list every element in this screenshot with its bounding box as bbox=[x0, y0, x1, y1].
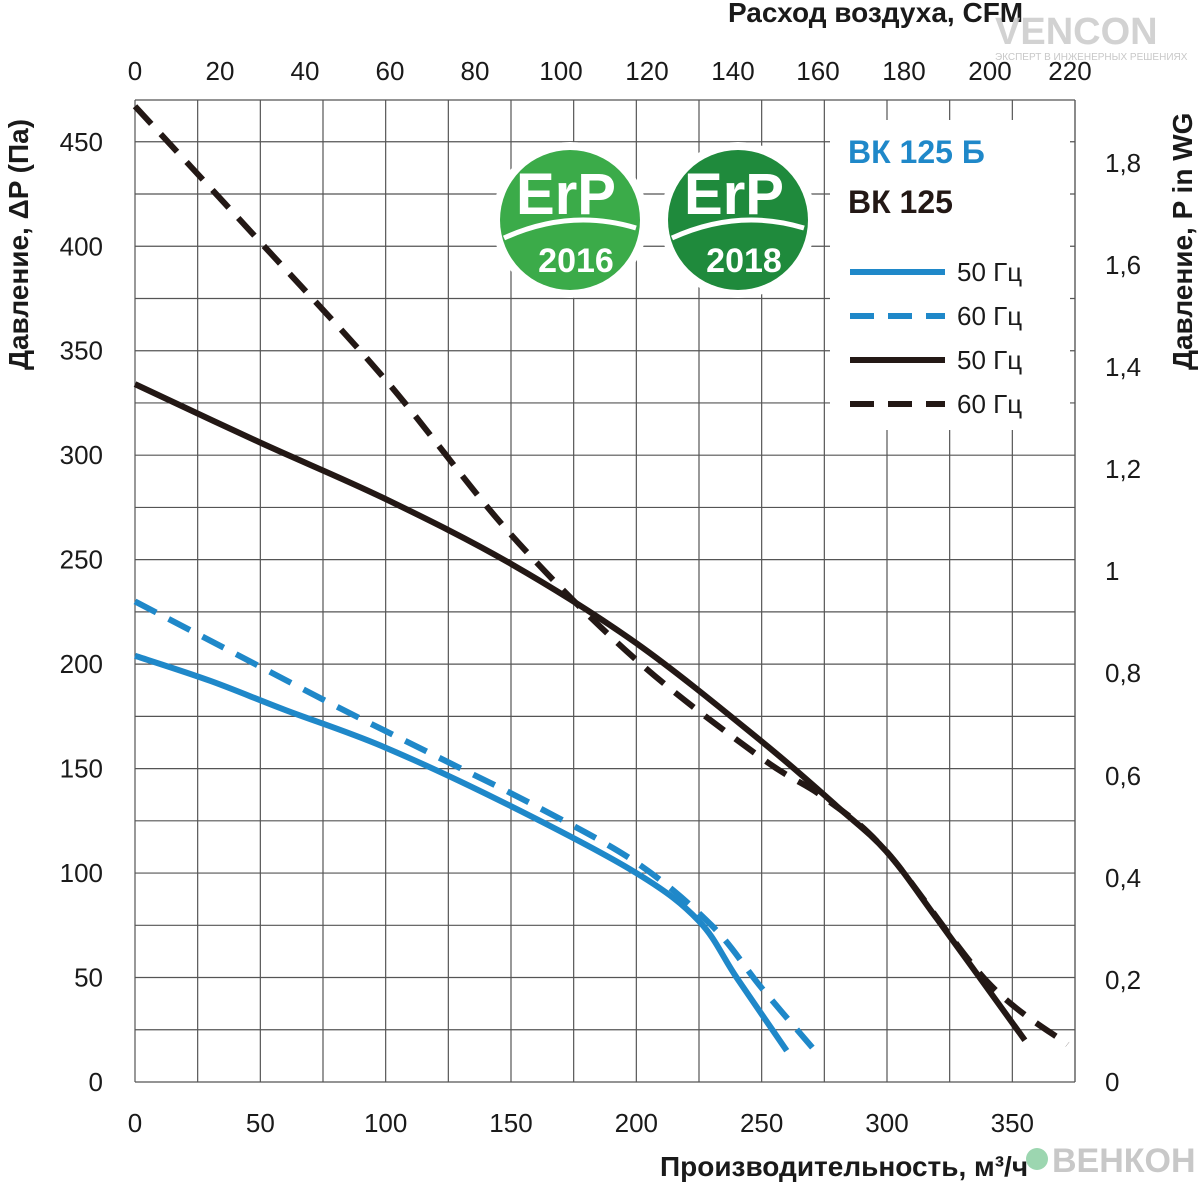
x-top-tick-label: 200 bbox=[968, 56, 1011, 86]
legend-title-bk125b: ВК 125 Б bbox=[848, 134, 985, 170]
x-tick-label: 300 bbox=[865, 1108, 908, 1138]
y-right-tick-label: 1,4 bbox=[1105, 352, 1141, 382]
badge-text: ErP bbox=[516, 162, 616, 227]
erp-badge-2018: ErP 2018 bbox=[660, 142, 816, 298]
x-top-tick-label: 180 bbox=[882, 56, 925, 86]
x-top-tick-label: 160 bbox=[796, 56, 839, 86]
x-top-tick-label: 40 bbox=[291, 56, 320, 86]
y-tick-label: 200 bbox=[60, 649, 103, 679]
x-top-tick-label: 140 bbox=[711, 56, 754, 86]
erp-badges: ErP 2016 ErP 2018 bbox=[492, 142, 816, 298]
y-right-tick-label: 1 bbox=[1105, 556, 1119, 586]
venkon-logo-icon bbox=[1026, 1148, 1048, 1170]
badge-text: ErP bbox=[684, 162, 784, 227]
y-tick-label: 300 bbox=[60, 440, 103, 470]
x-top-tick-label: 100 bbox=[539, 56, 582, 86]
badge-year: 2016 bbox=[538, 242, 614, 280]
badge-swoosh-icon bbox=[670, 217, 805, 241]
series-line-bk125b-50hz bbox=[134, 652, 790, 1053]
legend-label: 50 Гц bbox=[957, 257, 1022, 287]
grid bbox=[134, 99, 1076, 1083]
x-top-axis-title: Расход воздуха, CFM bbox=[728, 0, 1023, 28]
x-tick-label: 0 bbox=[128, 1108, 142, 1138]
legend-label: 50 Гц bbox=[957, 345, 1022, 375]
badge-year: 2018 bbox=[706, 242, 782, 280]
y-tick-label: 400 bbox=[60, 231, 103, 261]
x-top-tick-label: 80 bbox=[461, 56, 490, 86]
y-right-tick-label: 0,8 bbox=[1105, 658, 1141, 688]
legend-title-bk125: ВК 125 bbox=[848, 184, 953, 220]
watermark-bottom: ВЕНКОН bbox=[1026, 1142, 1196, 1180]
y-right-tick-label: 1,2 bbox=[1105, 454, 1141, 484]
legend-label: 60 Гц bbox=[957, 301, 1022, 331]
x-top-tick-label: 20 bbox=[206, 56, 235, 86]
y-right-tick-label: 0,4 bbox=[1105, 863, 1141, 893]
y-right-tick-label: 0,6 bbox=[1105, 761, 1141, 791]
x-tick-label: 50 bbox=[246, 1108, 275, 1138]
y-tick-label: 150 bbox=[60, 754, 103, 784]
y-right-tick-label: 1,6 bbox=[1105, 250, 1141, 280]
legend-label: 60 Гц bbox=[957, 389, 1022, 419]
erp-badge-2016: ErP 2016 bbox=[492, 142, 648, 298]
x-top-tick-label: 220 bbox=[1048, 56, 1091, 86]
y-tick-label: 450 bbox=[60, 127, 103, 157]
series-line-bk125b-60hz bbox=[133, 598, 820, 1055]
x-top-tick-label: 60 bbox=[376, 56, 405, 86]
legend: 50 Гц 60 Гц 50 Гц 60 Гц bbox=[850, 257, 1022, 419]
y-axis-title: Давление, ΔP (Па) bbox=[3, 119, 34, 370]
y-right-axis-title: Давление, P in WG bbox=[1167, 113, 1198, 370]
y-tick-label: 50 bbox=[74, 963, 103, 993]
x-axis-title: Производительность, м³/ч bbox=[660, 1151, 1028, 1182]
series-line-bk125-50hz bbox=[133, 381, 1028, 1042]
x-tick-label: 250 bbox=[740, 1108, 783, 1138]
y-tick-label: 250 bbox=[60, 545, 103, 575]
y-right-tick-label: 0 bbox=[1105, 1067, 1119, 1097]
x-top-tick-label: 120 bbox=[625, 56, 668, 86]
x-tick-label: 200 bbox=[615, 1108, 658, 1138]
x-tick-label: 100 bbox=[364, 1108, 407, 1138]
tick-labels: 0 50 100 150 200 250 300 3500501001502002503003… bbox=[60, 56, 1142, 1138]
watermark-top: VENCON ЭКСПЕРТ В ИНЖЕНЕРНЫХ РЕШЕНИЯХ bbox=[995, 11, 1188, 63]
y-tick-label: 100 bbox=[60, 858, 103, 888]
y-right-tick-label: 1,8 bbox=[1105, 148, 1141, 178]
x-top-tick-label: 0 bbox=[128, 56, 142, 86]
svg-text:VENCON: VENCON bbox=[995, 11, 1158, 53]
y-tick-label: 350 bbox=[60, 336, 103, 366]
badge-swoosh-icon bbox=[502, 217, 637, 241]
x-tick-label: 350 bbox=[991, 1108, 1034, 1138]
y-right-tick-label: 0,2 bbox=[1105, 965, 1141, 995]
series-line-bk125-60hz bbox=[132, 104, 1070, 1047]
y-tick-label: 0 bbox=[89, 1067, 103, 1097]
svg-text:ЭКСПЕРТ В ИНЖЕНЕРНЫХ РЕШЕНИЯХ: ЭКСПЕРТ В ИНЖЕНЕРНЫХ РЕШЕНИЯХ bbox=[995, 52, 1188, 63]
x-tick-label: 150 bbox=[489, 1108, 532, 1138]
svg-text:ВЕНКОН: ВЕНКОН bbox=[1052, 1142, 1196, 1180]
series-layer bbox=[132, 104, 1070, 1055]
